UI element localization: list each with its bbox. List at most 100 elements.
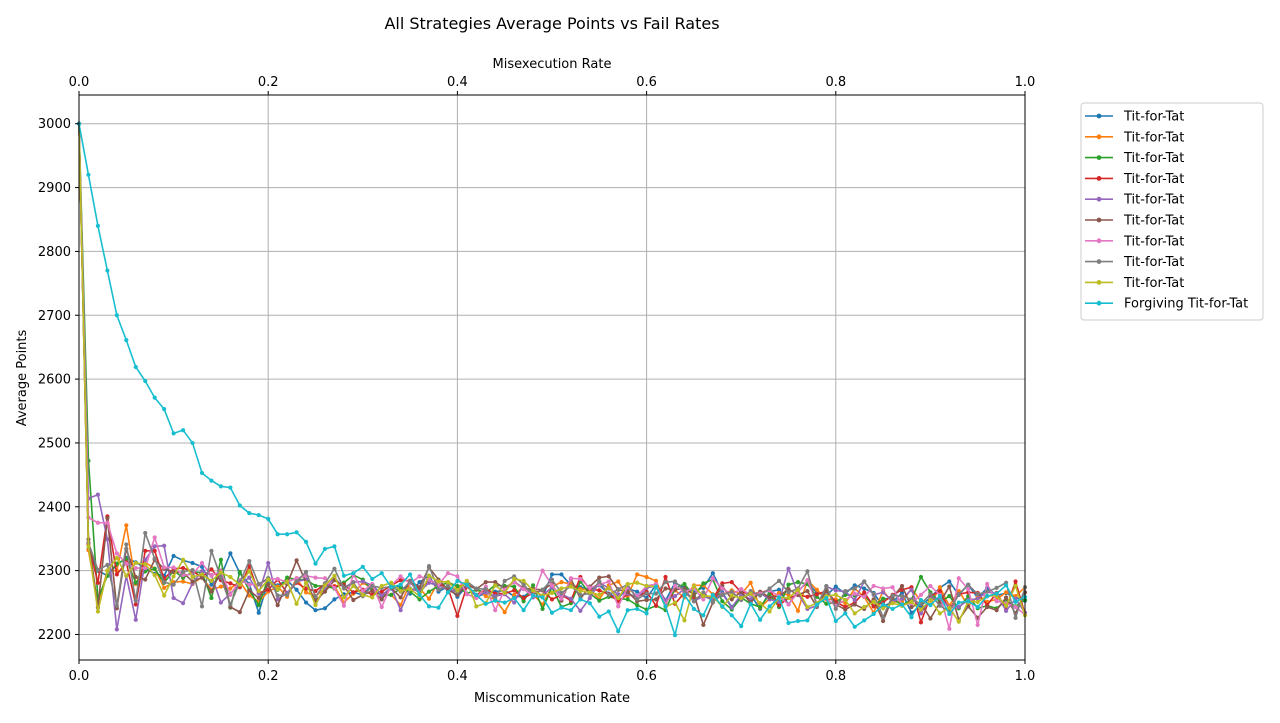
data-point — [691, 599, 697, 604]
x2-tick-label: 1.0 — [1015, 75, 1036, 90]
data-point — [776, 587, 782, 592]
data-point — [767, 586, 772, 591]
data-point — [275, 593, 280, 598]
data-point — [843, 611, 848, 616]
data-point — [549, 577, 555, 582]
y-tick-label: 2900 — [38, 181, 71, 196]
data-point — [862, 618, 867, 623]
data-point — [928, 616, 933, 621]
data-point — [275, 587, 280, 592]
data-point — [881, 586, 886, 591]
data-point — [748, 580, 753, 585]
legend-item: Tit-for-Tat — [1085, 193, 1184, 208]
data-point — [852, 583, 857, 588]
data-point — [899, 602, 905, 607]
legend-marker — [1096, 176, 1102, 181]
legend-item: Tit-for-Tat — [1085, 172, 1184, 187]
plot-frame — [78, 94, 1026, 661]
data-point — [389, 580, 394, 585]
data-point — [1013, 579, 1018, 584]
series-5 — [76, 121, 1028, 632]
data-point — [701, 581, 706, 586]
series-line — [78, 123, 1026, 631]
data-point — [729, 613, 734, 618]
data-point — [152, 395, 157, 400]
data-point — [672, 579, 678, 584]
data-point — [171, 553, 176, 559]
data-point — [199, 560, 205, 566]
series-line — [78, 123, 1026, 612]
data-point — [701, 613, 706, 618]
data-point — [247, 588, 252, 593]
data-point — [275, 603, 280, 608]
data-point — [133, 565, 138, 571]
data-point — [209, 595, 214, 601]
x2-tick-label: 0.8 — [825, 75, 846, 90]
data-point — [256, 512, 261, 518]
data-point — [228, 592, 233, 597]
data-point — [114, 572, 119, 577]
x2-tick-label: 0.0 — [69, 75, 90, 90]
data-point — [549, 597, 555, 602]
data-point — [294, 579, 299, 584]
data-point — [464, 592, 469, 597]
legend-label: Tit-for-Tat — [1123, 172, 1184, 187]
data-point — [720, 592, 725, 597]
data-point — [228, 485, 233, 490]
data-point — [1013, 604, 1018, 610]
data-point — [587, 595, 592, 601]
data-point — [114, 551, 119, 556]
data-point — [455, 578, 460, 583]
y-tick-label: 2200 — [38, 628, 71, 643]
data-point — [426, 580, 432, 585]
data-point — [105, 516, 110, 521]
data-point — [464, 582, 469, 587]
data-point — [635, 572, 640, 577]
legend-marker — [1096, 196, 1102, 202]
data-point — [190, 567, 195, 573]
data-point — [360, 564, 365, 569]
data-point — [682, 618, 687, 623]
legend-box — [1080, 102, 1264, 321]
data-point — [303, 539, 309, 544]
data-point — [786, 590, 791, 595]
data-point — [587, 601, 592, 606]
data-point — [247, 558, 252, 564]
data-point — [152, 572, 157, 578]
data-point — [408, 572, 413, 577]
data-point — [426, 589, 432, 594]
data-point — [209, 573, 214, 578]
data-point — [852, 586, 857, 591]
data-point — [152, 544, 157, 549]
data-point — [322, 583, 328, 588]
data-point — [521, 587, 526, 592]
data-point — [862, 579, 867, 584]
data-point — [720, 599, 725, 604]
data-point — [947, 626, 952, 631]
data-point — [767, 604, 772, 609]
data-point — [776, 595, 782, 600]
data-point — [909, 615, 914, 620]
x-tick-label: 0.2 — [258, 669, 279, 684]
data-point — [351, 590, 356, 595]
data-point — [218, 484, 223, 489]
data-point — [559, 572, 564, 577]
data-point — [351, 597, 356, 603]
data-point — [758, 604, 763, 610]
data-point — [143, 577, 148, 582]
y-tick-label: 2600 — [38, 373, 71, 388]
data-point — [162, 407, 167, 412]
data-point — [843, 607, 848, 612]
data-point — [729, 589, 734, 594]
data-point — [578, 592, 583, 597]
data-point — [521, 599, 526, 604]
data-point — [133, 574, 138, 580]
data-point — [266, 582, 271, 587]
data-point — [966, 599, 971, 604]
chart-title: All Strategies Average Points vs Fail Ra… — [384, 14, 719, 33]
legend-marker — [1096, 280, 1102, 285]
data-point — [691, 606, 697, 612]
data-point — [710, 576, 715, 581]
data-point — [644, 597, 649, 603]
